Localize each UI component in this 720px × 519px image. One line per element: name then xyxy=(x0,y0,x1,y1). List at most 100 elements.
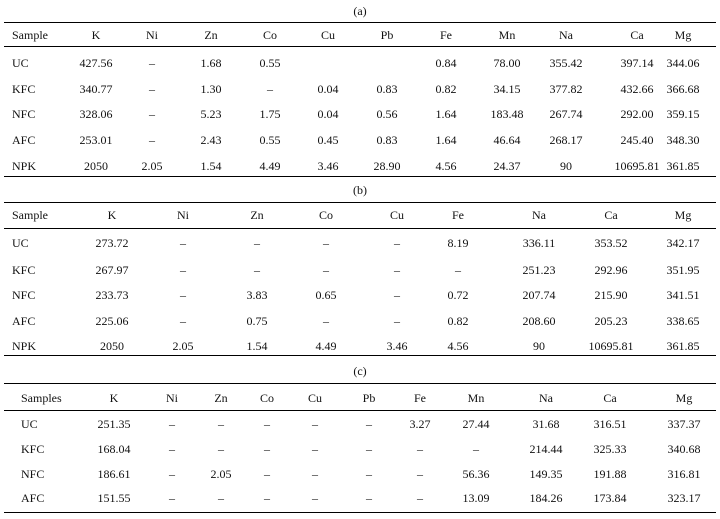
table-cell: – xyxy=(264,417,270,431)
table-cell: 338.65 xyxy=(666,314,700,328)
row-label: NPK xyxy=(12,339,37,353)
table-caption: (b) xyxy=(353,183,367,197)
table-cell: 215.90 xyxy=(594,288,628,302)
row-label: KFC xyxy=(21,442,45,456)
table-cell: 2.05 xyxy=(172,339,194,353)
table-cell: 168.04 xyxy=(97,442,131,456)
row-label: NFC xyxy=(12,107,36,121)
table-cell: 4.56 xyxy=(435,159,457,173)
table-cell: – xyxy=(180,314,186,328)
table-cell: – xyxy=(323,236,329,250)
table-cell: – xyxy=(149,133,155,147)
table-cell: 78.00 xyxy=(493,56,521,70)
table-cell: 3.27 xyxy=(409,417,431,431)
column-header: Cu xyxy=(389,208,405,222)
header-rule xyxy=(4,228,716,229)
bottom-rule xyxy=(4,176,716,177)
table-cell: 366.68 xyxy=(666,82,700,96)
column-header: Ca xyxy=(603,391,617,405)
row-label: KFC xyxy=(12,82,36,96)
table-cell: 4.49 xyxy=(315,339,337,353)
column-header: Ni xyxy=(177,208,189,222)
header-rule xyxy=(4,46,716,47)
table-cell: 225.06 xyxy=(95,314,129,328)
table-row: KFC 168.04 – – – – – – – 214.44 325.33 340.68 xyxy=(0,442,720,456)
column-header: Fe xyxy=(452,208,464,222)
table-cell: 316.51 xyxy=(593,417,627,431)
table-cell: 27.44 xyxy=(462,417,490,431)
table-cell: – xyxy=(394,288,400,302)
column-header: Na xyxy=(532,208,546,222)
table-cell: 397.14 xyxy=(620,56,654,70)
table-cell: 348.30 xyxy=(666,133,700,147)
column-header: Zn xyxy=(250,208,264,222)
table-cell: – xyxy=(366,491,372,505)
column-header: Zn xyxy=(204,28,218,42)
table-cell: – xyxy=(180,288,186,302)
table-cell: 0.82 xyxy=(435,82,457,96)
table-cell: 0.56 xyxy=(376,107,398,121)
table-cell: – xyxy=(218,491,224,505)
column-header: Mg xyxy=(674,208,692,222)
table-cell: 56.36 xyxy=(462,467,490,481)
table-cell: 353.52 xyxy=(594,236,628,250)
table-cell: – xyxy=(394,263,400,277)
column-header: Cu xyxy=(307,391,323,405)
table-cell: – xyxy=(254,263,260,277)
table-cell: – xyxy=(323,263,329,277)
table-row: NFC 233.73 – 3.83 0.65 – 0.72 207.74 215.90 341.5… xyxy=(0,288,720,302)
header-rule xyxy=(4,410,716,411)
table-caption: (a) xyxy=(353,4,367,18)
table-cell: – xyxy=(149,107,155,121)
column-header: Na xyxy=(539,391,553,405)
column-header: Fe xyxy=(440,28,452,42)
row-label: KFC xyxy=(12,263,36,277)
table-cell: 0.82 xyxy=(447,314,469,328)
table-cell: 13.09 xyxy=(462,491,490,505)
table-cell: – xyxy=(473,442,479,456)
table-cell: 0.65 xyxy=(315,288,337,302)
row-label: AFC xyxy=(21,491,45,505)
table-cell: 355.42 xyxy=(549,56,583,70)
column-header: Zn xyxy=(214,391,228,405)
column-header: Co xyxy=(262,28,278,42)
table-cell: – xyxy=(254,236,260,250)
table-cell: – xyxy=(366,442,372,456)
row-label: UC xyxy=(12,236,29,250)
table-cell: 28.90 xyxy=(373,159,401,173)
table-cell: 328.06 xyxy=(79,107,113,121)
top-rule xyxy=(4,202,716,203)
table-cell: – xyxy=(169,491,175,505)
table-cell: 323.17 xyxy=(667,491,701,505)
table-cell: 267.97 xyxy=(95,263,129,277)
table-row: UC 273.72 – – – – 8.19 336.11 353.52 342.17 xyxy=(0,236,720,250)
table-cell: 46.64 xyxy=(493,133,521,147)
table-cell: 149.35 xyxy=(529,467,563,481)
column-header: K xyxy=(107,208,117,222)
bottom-rule xyxy=(4,512,716,513)
header-row: Sample K Ni Zn Co Cu Pb Fe Mn Na Ca Mg xyxy=(0,28,720,42)
table-cell: 0.83 xyxy=(376,82,398,96)
row-label: UC xyxy=(12,56,29,70)
table-cell: – xyxy=(218,442,224,456)
table-row: AFC 253.01 – 2.43 0.55 0.45 0.83 1.64 46.64 268.1… xyxy=(0,133,720,147)
table-cell: – xyxy=(323,314,329,328)
table-cell: – xyxy=(169,467,175,481)
table-cell: 2050 xyxy=(84,159,108,173)
column-header: Co xyxy=(318,208,334,222)
table-cell: – xyxy=(455,263,461,277)
column-header: Co xyxy=(259,391,275,405)
table-cell: 359.15 xyxy=(666,107,700,121)
table-cell: – xyxy=(264,442,270,456)
table-cell: – xyxy=(169,417,175,431)
table-cell: 1.75 xyxy=(259,107,281,121)
table-cell: 0.55 xyxy=(259,56,281,70)
table-cell: 0.75 xyxy=(246,314,268,328)
table-cell: – xyxy=(180,263,186,277)
table-cell: 0.72 xyxy=(447,288,469,302)
table-cell: 251.35 xyxy=(97,417,131,431)
column-header: Mn xyxy=(498,28,516,42)
column-header: Ca xyxy=(604,208,618,222)
table-cell: 173.84 xyxy=(593,491,627,505)
table-cell: – xyxy=(312,417,318,431)
